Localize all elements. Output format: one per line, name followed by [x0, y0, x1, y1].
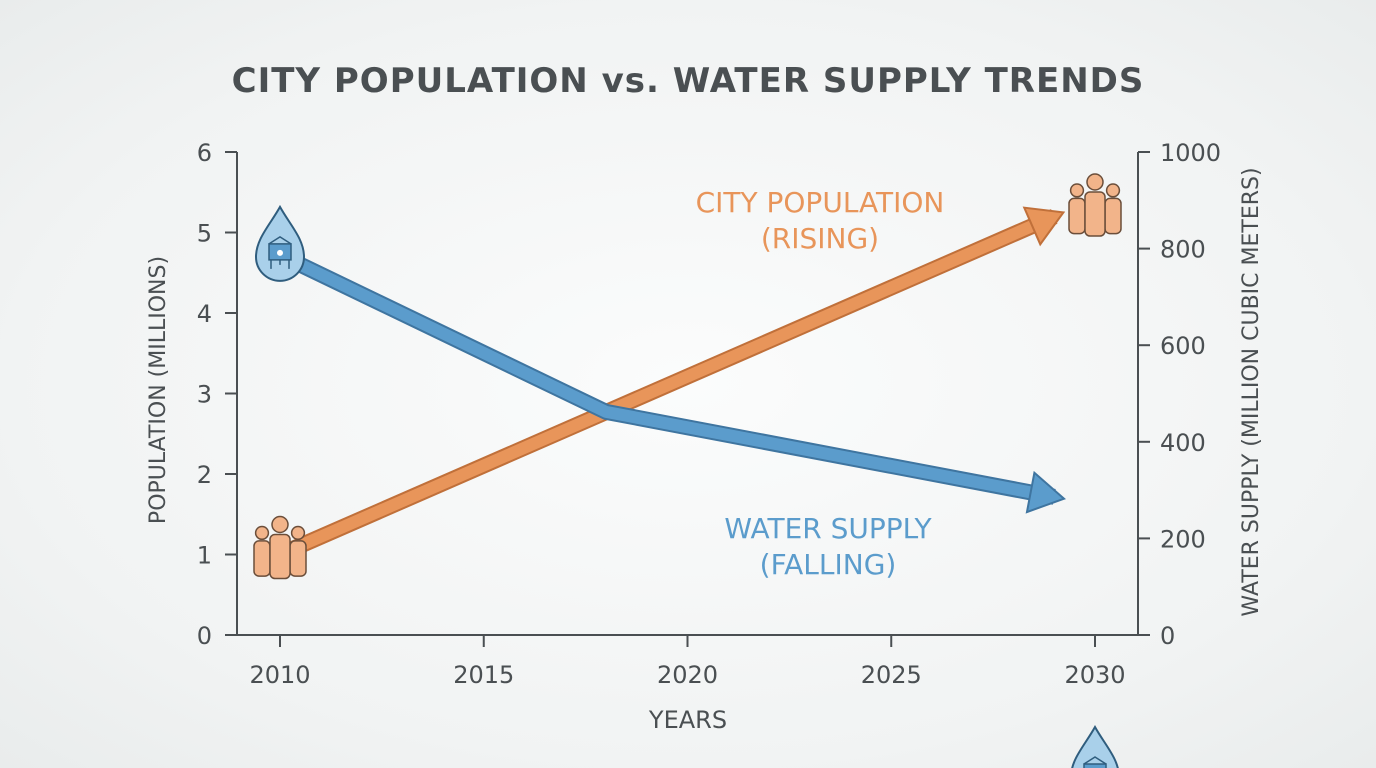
series-line-outline	[276, 247, 1056, 505]
person-body	[1104, 197, 1122, 235]
y-tick-label-left: 3	[197, 381, 212, 409]
tank	[1083, 763, 1107, 768]
x-tick-label: 2015	[453, 661, 514, 689]
person-head	[1086, 173, 1104, 191]
y-tick-label-right: 800	[1160, 236, 1206, 264]
y-tick-label-left: 4	[197, 300, 212, 328]
y-tick-label-right: 1000	[1160, 139, 1221, 167]
x-tick-label: 2030	[1064, 661, 1125, 689]
water-tower-drop-icon	[1071, 724, 1119, 768]
y-tick-label-left: 6	[197, 139, 212, 167]
y-tick-label-left: 0	[197, 622, 212, 650]
population-label-line1: CITY POPULATION	[696, 186, 945, 219]
y-tick-label-right: 0	[1160, 622, 1175, 650]
people-icon	[253, 515, 307, 580]
series-line	[277, 210, 1057, 560]
person-head	[290, 525, 306, 541]
water-tower-drop-icon	[254, 204, 306, 282]
y-axis-label-right: WATER SUPPLY (MILLION CUBIC METERS)	[1239, 167, 1264, 616]
tank-frame	[268, 235, 292, 269]
drop-shape	[1071, 724, 1119, 768]
water-label-line2: (FALLING)	[760, 548, 897, 581]
series-arrowhead	[1025, 470, 1067, 514]
person-head	[1105, 183, 1121, 198]
y-tick-label-right: 600	[1160, 332, 1206, 360]
x-tick-label: 2025	[861, 661, 922, 689]
water-label-line1: WATER SUPPLY	[724, 512, 932, 545]
people-icon	[1068, 173, 1122, 237]
x-axis-label: YEARS	[648, 706, 727, 734]
series-line	[277, 249, 1056, 503]
y-tick-label-right: 200	[1160, 525, 1206, 553]
y-tick-label-left: 1	[197, 542, 212, 570]
tank-drop	[277, 249, 283, 256]
person-head	[271, 515, 289, 534]
chart-title: CITY POPULATION vs. WATER SUPPLY TRENDS	[232, 61, 1145, 101]
person-body	[1084, 191, 1106, 237]
population-label-line2: (RISING)	[761, 222, 879, 255]
person-body	[253, 540, 271, 577]
x-tick-label: 2010	[249, 661, 310, 689]
series-layer	[253, 173, 1122, 768]
person-head	[254, 525, 270, 541]
axes: 0 1 2 3 4 5 6 0 200 400 600 800 1000 2010 2015 2020 2025…	[197, 139, 1221, 689]
series-arrowhead	[1022, 206, 1066, 247]
y-tick-label-left: 5	[197, 220, 212, 248]
person-head	[1069, 183, 1085, 198]
y-axis-label-left: POPULATION (MILLIONS)	[146, 256, 171, 524]
x-tick-label: 2020	[657, 661, 718, 689]
y-tick-label-left: 2	[197, 461, 212, 489]
person-body	[1068, 197, 1086, 235]
tank-frame	[1083, 756, 1107, 765]
person-body	[269, 533, 291, 580]
person-body	[289, 540, 307, 577]
y-tick-label-right: 400	[1160, 429, 1206, 457]
